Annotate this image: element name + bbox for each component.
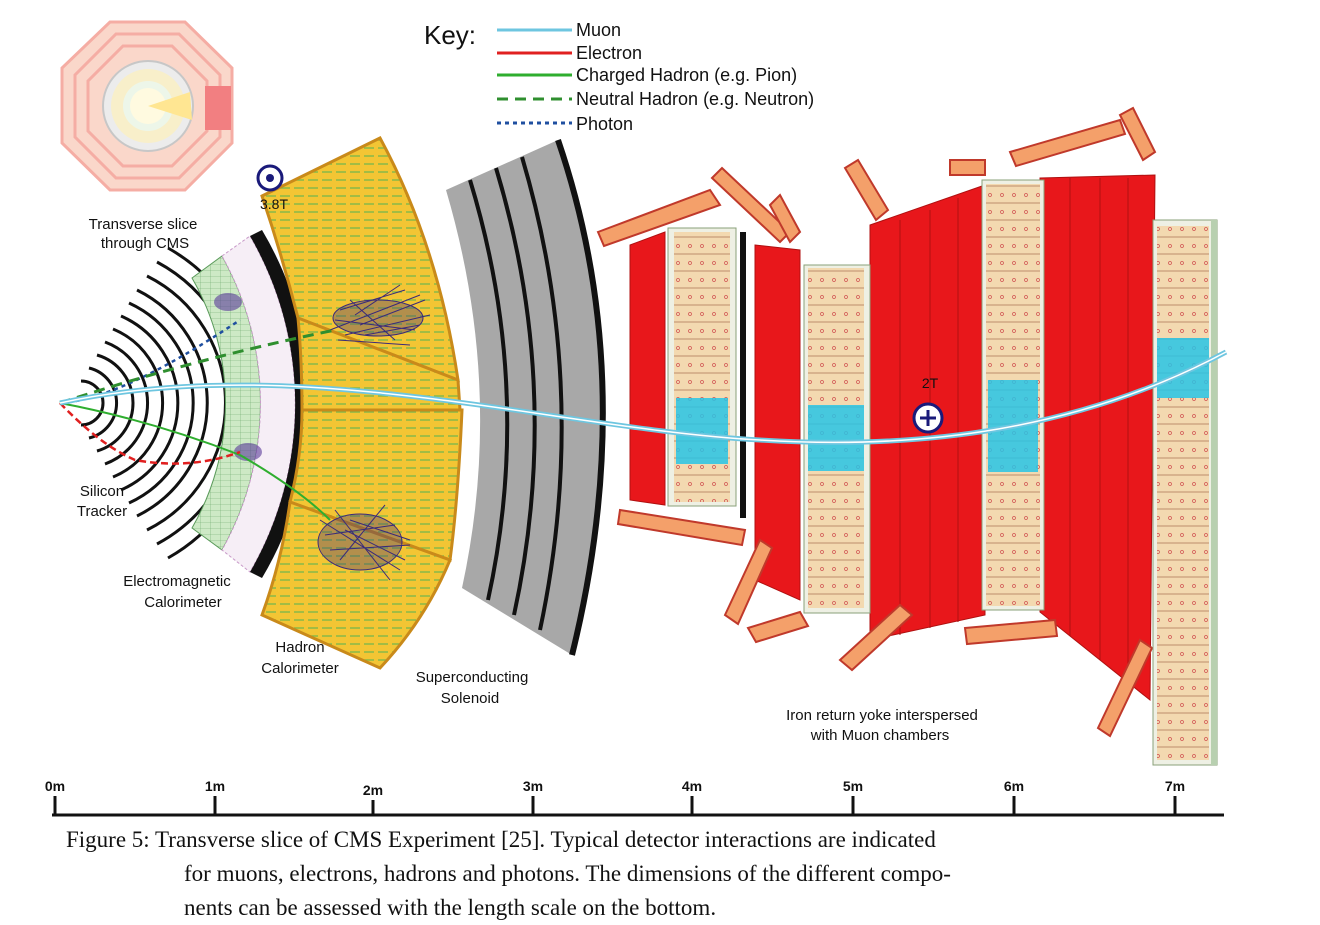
hcal-label-line1: Hadron	[275, 639, 324, 656]
muon-chamber-4	[1152, 219, 1218, 766]
tracker-label-line1: Silicon	[80, 483, 124, 500]
scale-label-6: 6m	[1004, 778, 1024, 794]
legend-label-electron: Electron	[576, 43, 642, 63]
tracker-label-line2: Tracker	[77, 503, 127, 520]
silicon-tracker	[80, 246, 260, 560]
field-inner-value: 3.8T	[260, 196, 288, 212]
caption-line-1: Figure 5: Transverse slice of CMS Experi…	[66, 823, 1206, 857]
scale-label-2: 2m	[363, 782, 383, 798]
legend-label-charged-hadron: Charged Hadron (e.g. Pion)	[576, 65, 797, 85]
inset-transverse-slice	[60, 20, 234, 192]
legend-label-photon: Photon	[576, 114, 633, 134]
solenoid	[446, 139, 606, 656]
scale-label-0: 0m	[45, 778, 65, 794]
muon-chamber-3	[981, 179, 1045, 611]
length-scale: 0m 1m 2m 3m 4m 5m 6m 7m	[45, 778, 1224, 817]
legend-title: Key:	[424, 20, 476, 50]
scale-label-1: 1m	[205, 778, 225, 794]
inset-label-line1: Transverse slice	[89, 216, 198, 233]
field-symbol-outer	[912, 402, 944, 434]
ecal-label-line2: Calorimeter	[144, 594, 222, 611]
scale-label-7: 7m	[1165, 778, 1185, 794]
caption-line-2: for muons, electrons, hadrons and photon…	[184, 861, 951, 886]
scale-label-5: 5m	[843, 778, 863, 794]
solenoid-label-line1: Superconducting	[416, 669, 529, 686]
hadron-shower-upper	[329, 284, 431, 346]
field-outer-value: 2T	[922, 375, 939, 391]
scale-label-4: 4m	[682, 778, 702, 794]
caption-label: Figure 5:	[66, 827, 150, 852]
hcal	[260, 136, 464, 670]
yoke-support-arms	[596, 106, 1157, 738]
hcal-label-line2: Calorimeter	[261, 660, 339, 677]
inset-label-line2: through CMS	[101, 235, 189, 252]
iron-return-yoke	[629, 174, 1156, 702]
ecal-label-line1: Electromagnetic	[123, 573, 231, 590]
caption-line-3: nents can be assessed with the length sc…	[184, 895, 717, 920]
legend: Key: Muon Electron Charged Hadron (e.g. …	[424, 20, 814, 134]
particle-tracks	[59, 318, 1228, 521]
yoke-label-line2: with Muon chambers	[810, 727, 949, 744]
figure-caption: Figure 5: Transverse slice of CMS Experi…	[66, 823, 1206, 925]
solenoid-label-line2: Solenoid	[441, 690, 499, 707]
scale-label-3: 3m	[523, 778, 543, 794]
muon-chamber-1	[667, 227, 746, 518]
field-symbol-inner	[256, 164, 284, 192]
hadron-shower-lower	[317, 504, 411, 581]
legend-label-muon: Muon	[576, 20, 621, 40]
caption-text-1: Transverse slice of CMS Experiment [25].…	[155, 827, 936, 852]
legend-label-neutral-hadron: Neutral Hadron (e.g. Neutron)	[576, 89, 814, 109]
muon-chamber-2	[803, 264, 871, 614]
charged-hadron-track	[59, 402, 241, 456]
yoke-label-line1: Iron return yoke interspersed	[786, 707, 978, 724]
ecal-shower-upper	[214, 293, 242, 311]
electron-track	[59, 402, 241, 465]
